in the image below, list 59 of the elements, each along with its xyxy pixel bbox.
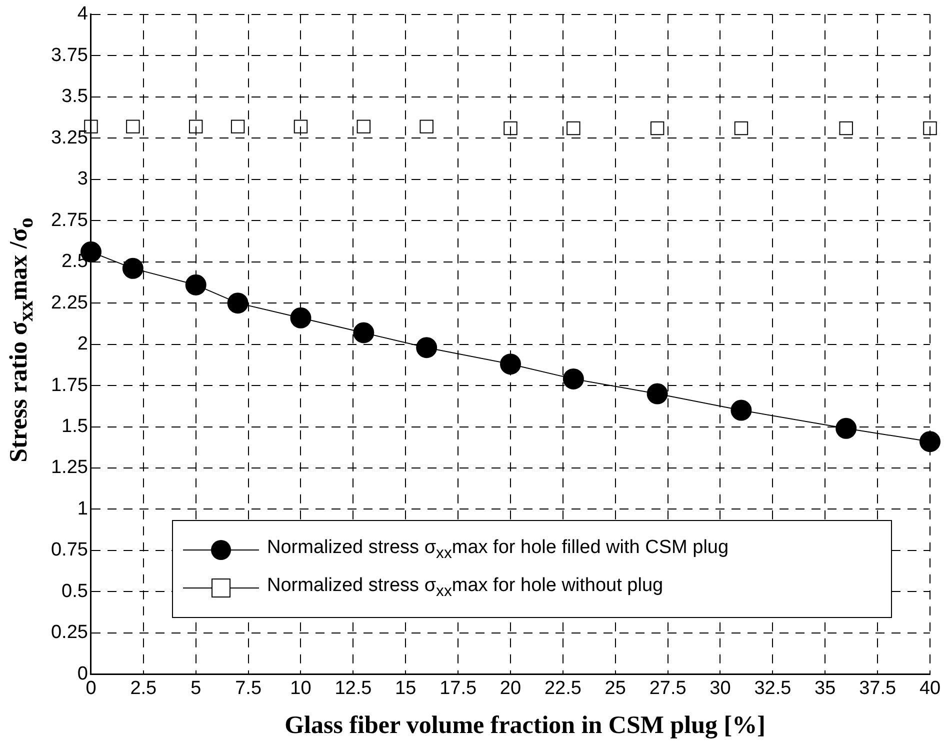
point [839,121,853,136]
y-tick-label: 3.75 [50,44,88,66]
y-tick-label: 3 [77,168,88,190]
point [122,258,144,279]
x-tick-label: 27.5 [649,678,686,699]
y-tick-label: 4 [77,4,88,25]
x-tick-label: 15 [395,678,416,699]
x-tick-label: 25 [604,678,626,699]
x-axis-title: Glass fiber volume fraction in CSM plug [%] [284,712,766,740]
legend-label: Normalized stress σ$_{xx}$max for hole filled with CSM plug [267,537,729,563]
x-tick-label: 40 [919,678,941,699]
point [294,120,308,134]
point [730,400,752,421]
point [416,337,438,358]
x-tick-label: 30 [710,678,731,699]
legend-label: Normalized stress σ$_{xx}$max for hole without plug [267,575,664,601]
point [126,120,140,134]
point [650,121,664,136]
y-tick-label: 0.75 [50,540,88,561]
y-tick-label: 3.5 [62,86,88,108]
point [920,431,940,452]
point [504,121,518,136]
point [356,120,371,134]
x-tick-label: 7.5 [235,678,262,699]
y-tick-label: 2.25 [50,292,88,314]
point [353,322,374,344]
x-tick-label: 12.5 [334,678,372,699]
y-tick-label: 2 [77,334,88,355]
point [566,121,580,136]
x-tick-label: 10 [290,678,312,699]
y-tick-label: 3.25 [50,127,88,148]
x-tick-label: 32.5 [754,678,792,699]
y-tick-label: 1.5 [62,416,88,438]
y-tick-label: 0 [77,663,88,684]
point [562,368,584,390]
point [188,120,203,134]
y-tick-label: 1.75 [50,374,88,396]
point [646,383,668,404]
point [500,354,521,375]
x-tick-label: 20 [500,678,522,699]
point [230,120,245,134]
point [734,121,748,136]
y-tick-label: 1.25 [50,457,88,478]
point [420,120,434,134]
x-tick-label: 2.5 [130,678,157,699]
point [290,307,312,328]
point [227,292,248,314]
y-tick-label: 2.75 [50,210,88,231]
point [185,274,206,296]
x-tick-label: 22.5 [544,678,582,699]
y-tick-label: 1 [77,498,88,520]
x-tick-label: 35 [814,678,836,699]
point [923,121,937,136]
point [836,418,857,439]
x-tick-label: 5 [190,678,202,699]
x-tick-label: 37.5 [859,678,896,699]
y-tick-label: 0.25 [50,622,88,644]
x-tick-label: 17.5 [440,678,477,699]
y-tick-label: 0.5 [62,580,88,602]
